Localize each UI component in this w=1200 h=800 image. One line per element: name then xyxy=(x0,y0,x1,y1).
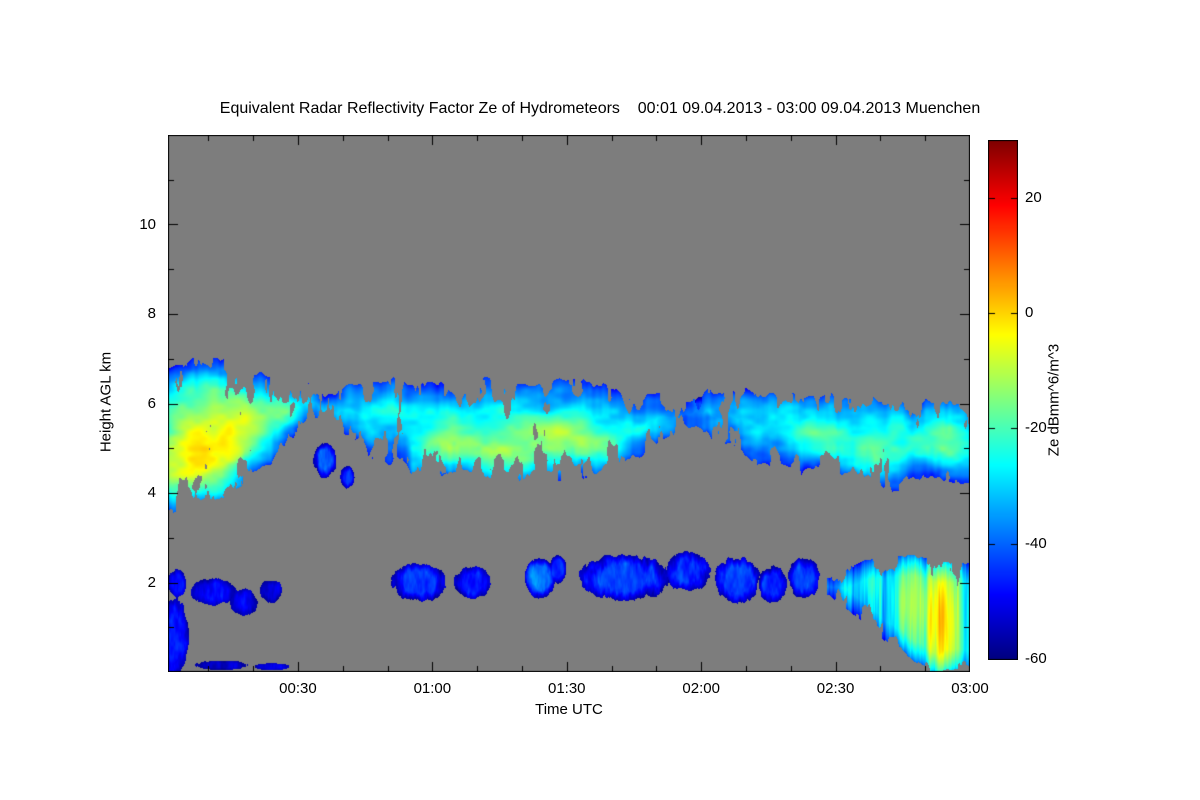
colorbar-label: Ze dBmm^6/m^3 xyxy=(1045,343,1063,457)
reflectivity-heatmap-canvas xyxy=(168,135,970,672)
colorbar-tick-label: -40 xyxy=(1025,534,1047,552)
y-tick-label: 6 xyxy=(147,394,156,412)
x-tick-label: 01:00 xyxy=(413,680,452,697)
y-tick-label: 4 xyxy=(147,484,156,501)
colorbar xyxy=(988,140,1018,660)
y-tick-label: 2 xyxy=(147,573,156,591)
x-tick-label: 02:00 xyxy=(682,680,720,697)
chart-title: Equivalent Radar Reflectivity Factor Ze … xyxy=(219,100,981,117)
y-tick-label: 10 xyxy=(139,215,156,233)
x-tick-label: 00:30 xyxy=(279,680,317,697)
colorbar-tick-label: -20 xyxy=(1025,419,1047,437)
x-tick-label: 01:30 xyxy=(547,680,586,697)
x-tick-label: 03:00 xyxy=(951,680,989,697)
colorbar-tick-label: -60 xyxy=(1025,650,1047,667)
colorbar-tick-label: 20 xyxy=(1025,188,1042,206)
x-tick-label: 02:30 xyxy=(816,680,855,697)
x-axis-label: Time UTC xyxy=(535,701,603,718)
colorbar-tick-label: 0 xyxy=(1025,304,1034,321)
y-tick-label: 8 xyxy=(147,305,156,322)
